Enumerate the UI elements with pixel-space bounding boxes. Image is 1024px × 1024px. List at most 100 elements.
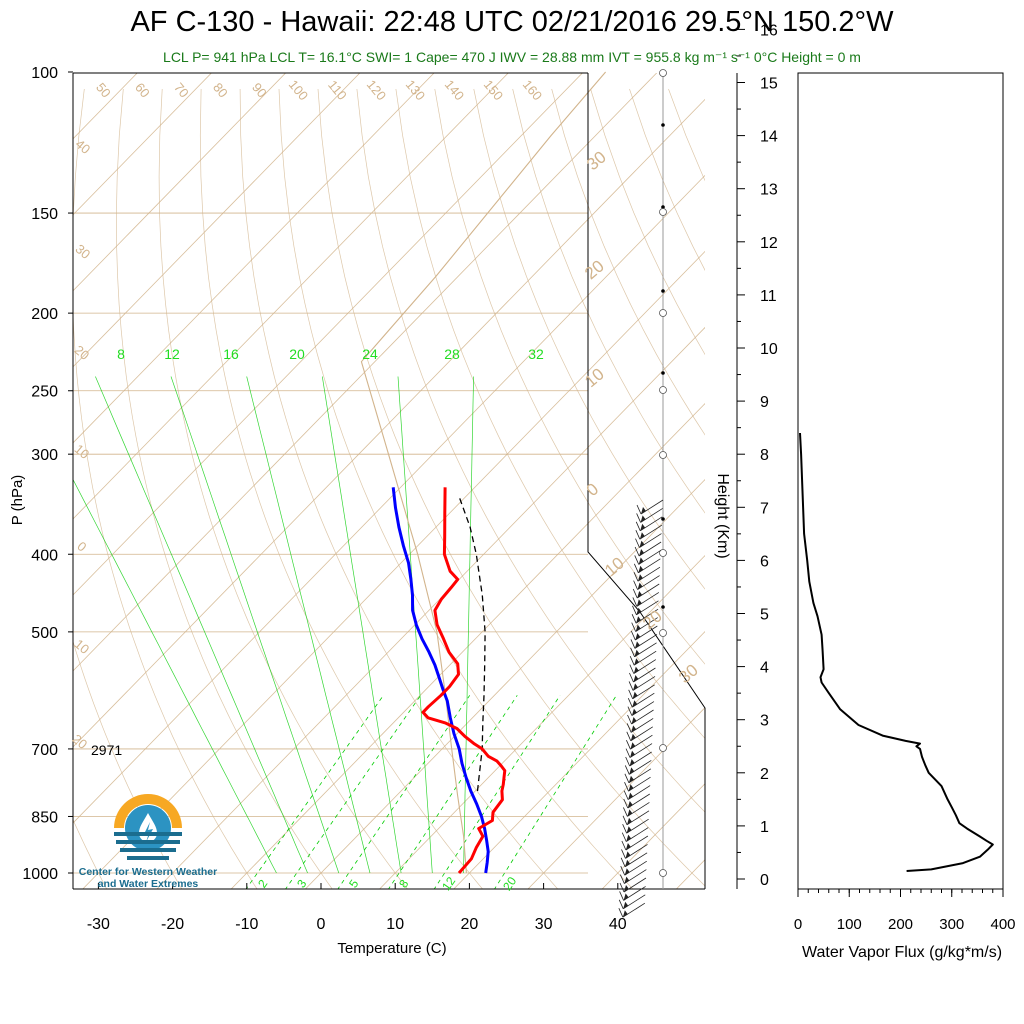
- temperature-tick-label: 30: [535, 916, 553, 933]
- mixing-ratio-line: [245, 695, 384, 889]
- moist-adiabat-line: [246, 376, 371, 874]
- moist-adiabat-line: [170, 376, 340, 874]
- flux-tick-label: 300: [939, 916, 964, 933]
- wind-barb-pennant: [634, 658, 640, 666]
- wind-barb-flag: [623, 790, 629, 800]
- mixing-ratio-label: 3: [294, 877, 309, 891]
- mixing-ratio-label: 28: [444, 346, 460, 362]
- height-axis-label: Height (Km): [714, 473, 731, 558]
- mixing-ratio-line: [388, 695, 518, 889]
- isotherm-line: [601, 783, 705, 889]
- staff-circle-icon: [659, 629, 667, 637]
- chart-title: AF C-130 - Hawaii: 22:48 UTC 02/21/2016 …: [130, 6, 894, 38]
- wind-barb-flag: [632, 605, 637, 615]
- height-tick-label: 6: [760, 553, 769, 570]
- wind-barb-pennant: [630, 742, 636, 750]
- wind-barb-flag: [627, 714, 632, 725]
- wind-barb-pennant: [631, 725, 637, 733]
- pressure-tick-label: 400: [31, 547, 58, 564]
- wind-barb-flag: [633, 580, 638, 590]
- height-tick-label: 0: [760, 872, 769, 889]
- isotherm-line: [73, 73, 361, 368]
- staff-circle-icon: [659, 208, 667, 216]
- height-tick-label: 4: [760, 660, 769, 677]
- wind-barb-flag: [621, 832, 627, 842]
- wind-barb-pennant: [632, 691, 638, 699]
- isotherm-line: [73, 73, 509, 520]
- isotherm-line: [675, 859, 705, 889]
- wind-barb-flag: [618, 908, 624, 918]
- pressure-tick-label: 100: [31, 65, 58, 82]
- height-tick-label: 7: [760, 500, 769, 517]
- temperature-tick-label: 20: [461, 916, 479, 933]
- wind-barb-pennant: [636, 616, 642, 624]
- mixing-ratio-label: 8: [396, 877, 411, 891]
- wind-barb-pennant: [640, 523, 646, 531]
- dry-adiabat-line: [356, 88, 705, 813]
- annotation-label: 2971: [91, 742, 122, 758]
- pressure-tick-label: 250: [31, 384, 58, 401]
- theta-label: 110: [325, 77, 350, 103]
- isotherm-line: [82, 250, 705, 889]
- wind-barb-flag: [630, 639, 636, 649]
- height-tick-label: 10: [760, 341, 778, 358]
- wind-barb-pennant: [634, 649, 640, 657]
- side-temperature-label: 0: [74, 538, 89, 554]
- theta-label: 100: [286, 77, 311, 103]
- height-tick-label: 2: [760, 766, 769, 783]
- theta-label: 80: [210, 80, 231, 101]
- wind-barb-flag: [634, 555, 640, 565]
- wind-barb-flag: [632, 588, 638, 599]
- wind-barb-flag: [625, 748, 631, 758]
- wind-barb-pennant: [627, 809, 633, 817]
- staff-circle-icon: [659, 869, 667, 877]
- dry-adiabat-line: [590, 88, 705, 356]
- isotherm-line: [73, 73, 212, 216]
- isotherm-line: [73, 98, 705, 748]
- wind-barb-pennant: [624, 868, 630, 876]
- wind-barb-pennant: [630, 733, 636, 741]
- staff-dot-icon: [661, 517, 665, 521]
- staff-dot-icon: [661, 289, 665, 293]
- wind-barb-flag: [626, 731, 632, 741]
- pressure-axis-label: P (hPa): [9, 475, 26, 526]
- wind-barb-flag: [631, 622, 637, 632]
- side-temperature-label: 10: [72, 441, 93, 462]
- pressure-tick-label: 500: [31, 625, 58, 642]
- isotherm-line: [73, 73, 287, 292]
- wind-barb-flag: [621, 840, 627, 851]
- wind-barb-pennant: [632, 700, 638, 708]
- dry-adiabat-line: [199, 88, 484, 889]
- mixing-ratio-label: 2: [255, 877, 270, 891]
- wind-barb-pennant: [623, 901, 629, 909]
- wind-barb-flag: [632, 597, 638, 607]
- logo-caption: Center for Western Weather and Water Ext…: [66, 866, 230, 890]
- wind-barb-pennant: [638, 565, 644, 573]
- data-lines: [360, 71, 607, 874]
- isotherm-line: [750, 35, 1024, 890]
- wind-barb-pennant: [641, 507, 646, 514]
- wind-barb-pennant: [633, 666, 639, 674]
- wind-barb-flag: [629, 664, 635, 674]
- wind-barb-flag: [629, 672, 634, 683]
- mixing-ratio-label: 24: [362, 346, 378, 362]
- staff-circle-icon: [659, 69, 667, 77]
- wind-barb-flag: [619, 882, 625, 893]
- moist-adiabat-line: [397, 376, 433, 874]
- isotherm-line: [73, 174, 705, 824]
- height-tick-label: 5: [760, 607, 769, 624]
- water-vapor-flux-line: [799, 432, 994, 872]
- wind-barb-flag: [624, 782, 629, 792]
- wind-barb-pennant: [631, 717, 637, 724]
- dry-adiabat-line: [395, 88, 705, 739]
- isotherm-line: [453, 631, 705, 889]
- wind-barb-pennant: [624, 876, 630, 884]
- wind-barb-pennant: [626, 826, 632, 834]
- side-temperature-label: 0: [583, 479, 602, 500]
- wind-barb-flag: [624, 773, 630, 783]
- wind-barb-flag: [622, 815, 628, 825]
- parcel-line: [458, 497, 486, 792]
- wind-barb-pennant: [633, 675, 639, 682]
- theta-label: 90: [249, 80, 270, 101]
- wind-barb-pennant: [635, 624, 641, 632]
